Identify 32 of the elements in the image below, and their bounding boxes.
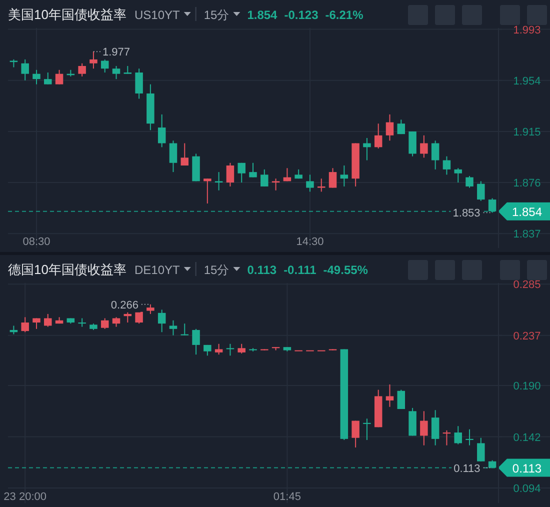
y-tick-label: 1.876 <box>513 178 541 190</box>
text: 15分 <box>204 8 230 22</box>
annotation: 0.266 <box>110 299 138 312</box>
y-tick-label: 1.837 <box>513 228 541 241</box>
y-tick-label: 0.237 <box>513 330 541 342</box>
y-tick-label: 0.094 <box>513 483 541 496</box>
annotation: 1.853 <box>452 208 480 220</box>
chart-title: 美国10年国债收益率 <box>8 7 126 22</box>
annotation: 1.977 <box>102 46 130 59</box>
text: -0.111 <box>284 263 317 277</box>
y-tick-label: 0.142 <box>513 432 541 444</box>
text: 1.854 <box>247 8 278 22</box>
chart-subtitle: US10YT <box>134 8 180 22</box>
ref-line-label: 0.113 <box>512 461 542 476</box>
ref-line-label: 1.854 <box>512 204 542 219</box>
text: -6.21% <box>325 8 364 22</box>
text: 15分 <box>204 263 230 277</box>
x-tick-label: 23 20:00 <box>4 491 47 503</box>
x-tick-label: 14:30 <box>296 236 324 248</box>
y-tick-label: 0.285 <box>513 279 541 292</box>
chart-subtitle: DE10YT <box>134 263 180 277</box>
annotation: 0.113 <box>454 462 480 475</box>
y-tick-label: 1.915 <box>513 126 541 138</box>
y-tick-label: 1.993 <box>513 24 541 36</box>
chart-title: 德国10年国债收益率 <box>8 262 126 277</box>
x-tick-label: 01:45 <box>273 491 301 503</box>
text: 0.113 <box>247 263 277 277</box>
y-tick-label: 0.190 <box>513 380 541 393</box>
y-tick-label: 1.954 <box>513 75 541 88</box>
x-tick-label: 08:30 <box>22 236 50 248</box>
text: -0.123 <box>284 8 319 22</box>
text: -49.55% <box>323 263 368 277</box>
